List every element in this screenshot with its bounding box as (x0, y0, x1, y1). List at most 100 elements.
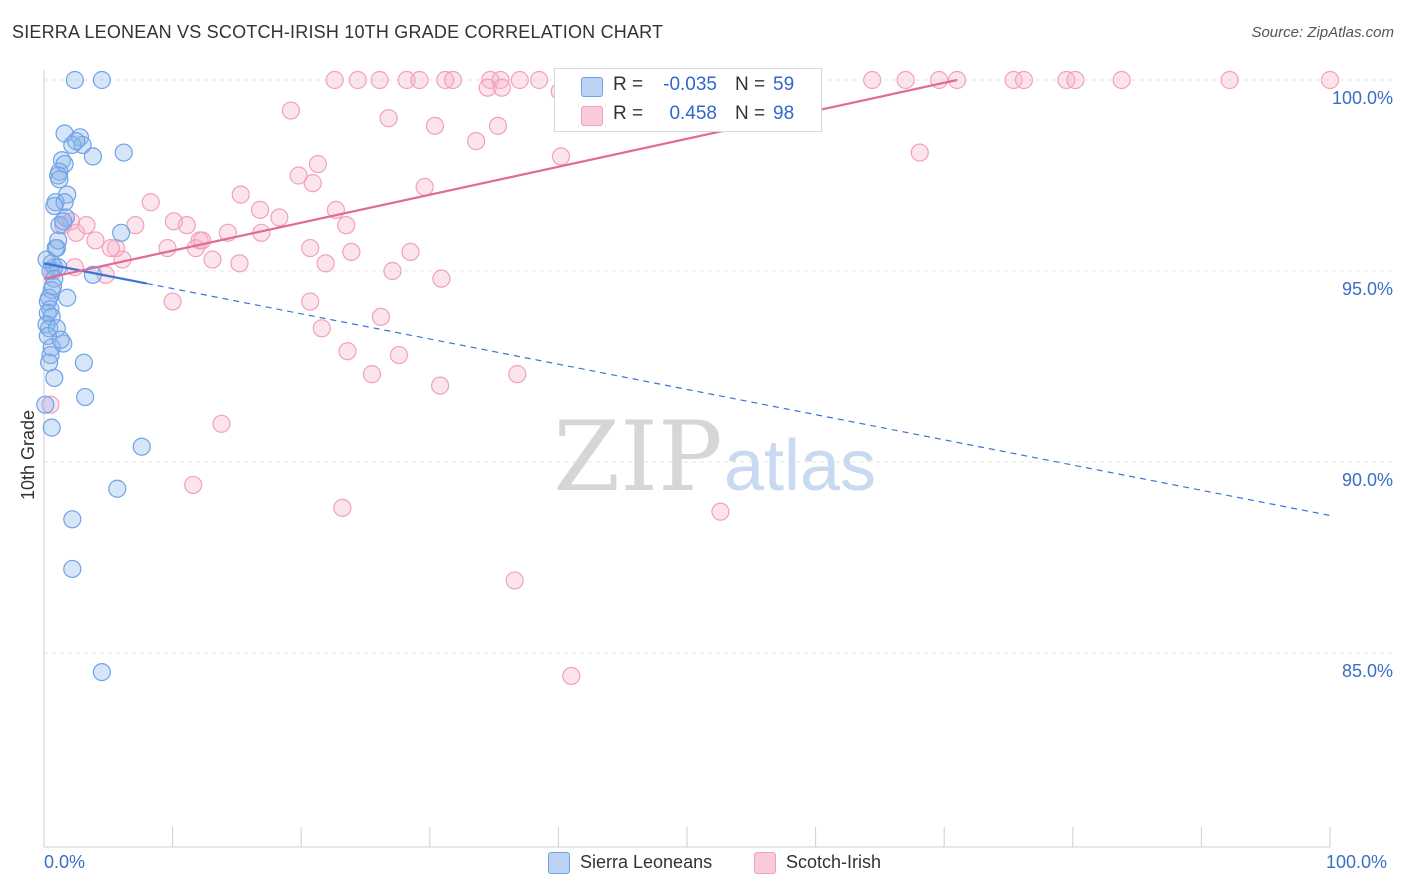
scotch-irish-point (270, 208, 289, 227)
scotch-irish-point (301, 238, 320, 258)
scotch-irish-point (492, 78, 511, 97)
sierra-leonean-point (49, 231, 68, 250)
scotch-irish-point (401, 242, 420, 261)
source-label: Source: ZipAtlas.com (1251, 24, 1394, 41)
scotch-irish-point (1320, 70, 1340, 90)
scotch-irish-point (551, 147, 571, 166)
sierra-leonean-point (83, 147, 102, 166)
scotch-irish-point (430, 376, 450, 395)
sierra-leonean-point (132, 437, 151, 456)
sierra-leonean-points (36, 70, 151, 682)
y-tick-label: 100.0% (1332, 88, 1393, 108)
scotch-irish-point (41, 395, 60, 414)
scotch-irish-point (436, 70, 455, 90)
sierra-leonean-point (45, 368, 64, 388)
y-tick-label: 85.0% (1342, 661, 1393, 681)
legend-n-value: 59 (773, 74, 795, 95)
scotch-irish-point (443, 70, 463, 90)
chart-title: SIERRA LEONEAN VS SCOTCH-IRISH 10TH GRAD… (12, 22, 664, 42)
scotch-irish-point (203, 250, 222, 269)
scotch-irish-point (1220, 70, 1239, 90)
scotch-irish-point (101, 238, 120, 258)
watermark-zip: ZIP (553, 401, 722, 513)
legend-r-value: 0.458 (669, 103, 717, 124)
scotch-irish-point (163, 292, 182, 311)
sierra-leonean-point (108, 479, 127, 498)
scotch-irish-point (863, 70, 882, 90)
y-tick-label: 95.0% (1342, 279, 1393, 299)
legend-r-value: -0.035 (663, 74, 717, 95)
scotch-irish-point (301, 292, 320, 311)
scotch-irish-point (77, 216, 96, 235)
scotch-irish-point (333, 498, 352, 517)
sierra-leonean-point (74, 353, 93, 372)
scotch-irish-point (126, 216, 145, 235)
scotch-irish-point (510, 70, 529, 90)
scotch-irish-point (488, 116, 508, 135)
scotch-irish-point (308, 154, 328, 174)
legend-n-value: 98 (773, 103, 795, 124)
legend-n-label: N = (735, 103, 766, 124)
scotch-irish-point (1004, 70, 1023, 90)
sierra-leonean-point (112, 223, 131, 242)
y-tick-label: 90.0% (1342, 470, 1393, 490)
sierra-leonean-point (63, 559, 82, 579)
bottom-legend-label: Sierra Leoneans (580, 852, 713, 872)
legend-r-label: R = (613, 103, 644, 124)
sierra-leonean-point (92, 662, 111, 682)
scotch-irish-point (505, 571, 524, 590)
sierra-leonean-point (42, 418, 61, 437)
scotch-irish-point (508, 365, 527, 384)
scotch-irish-point (303, 174, 322, 193)
sierra-leonean-point (45, 196, 64, 216)
scotch-irish-point (410, 70, 429, 90)
scotch-irish-point (432, 269, 451, 288)
sierra-leonean-point (40, 319, 59, 338)
scotch-irish-point (383, 261, 402, 281)
scotch-irish-point (325, 70, 344, 90)
scotch-irish-point (86, 231, 105, 250)
sierra-leonean-point (67, 132, 86, 151)
scotch-irish-point (250, 200, 270, 219)
scotch-irish-point (230, 254, 249, 273)
bottom-legend-swatch-pink (754, 852, 776, 875)
sierra-leonean-point (36, 395, 55, 414)
scotch-irish-point (371, 307, 391, 326)
scotch-irish-point (1014, 70, 1034, 90)
x-axis-max-label: 100.0% (1326, 852, 1388, 872)
scotch-irish-point (1112, 70, 1131, 90)
sierra-leonean-point (50, 170, 69, 189)
axes (43, 70, 1331, 848)
scotch-irish-point (466, 132, 486, 151)
scotch-irish-point (338, 342, 357, 361)
legend: R = -0.035 N = 59 R = 0.458 N = 98 (554, 68, 822, 132)
sierra-leonean-point (114, 143, 133, 162)
sierra-leonean-point (51, 330, 70, 349)
scotch-irish-point (342, 242, 361, 261)
scotch-irish-point (337, 216, 356, 235)
scotch-irish-point (281, 101, 301, 120)
scotch-irish-point (425, 116, 445, 135)
scotch-irish-point (184, 475, 203, 495)
sierra-leonean-point (40, 353, 59, 372)
scotch-irish-point (389, 345, 409, 365)
scotch-irish-point (397, 70, 416, 90)
scotch-irish-point (562, 666, 581, 686)
legend-n-label: N = (735, 74, 766, 95)
scotch-irish-point (67, 223, 86, 242)
scotch-irish-point (289, 166, 308, 185)
sierra-leonean-point (63, 510, 82, 529)
scotch-irish-point (478, 78, 497, 97)
sierra-leonean-point (76, 387, 95, 407)
scotch-irish-point (362, 365, 382, 384)
scotch-irish-point (164, 212, 183, 231)
scotch-irish-point (231, 185, 250, 204)
scotch-irish-point (530, 70, 549, 90)
scotch-irish-point (212, 414, 231, 433)
bottom-legend-swatch-blue (548, 852, 570, 875)
sierra-leonean-point (43, 277, 63, 296)
scotch-irish-point (348, 70, 367, 90)
scotch-irish-point (415, 177, 434, 197)
bottom-legend-sierra-leoneans: Sierra Leoneans (548, 852, 713, 875)
